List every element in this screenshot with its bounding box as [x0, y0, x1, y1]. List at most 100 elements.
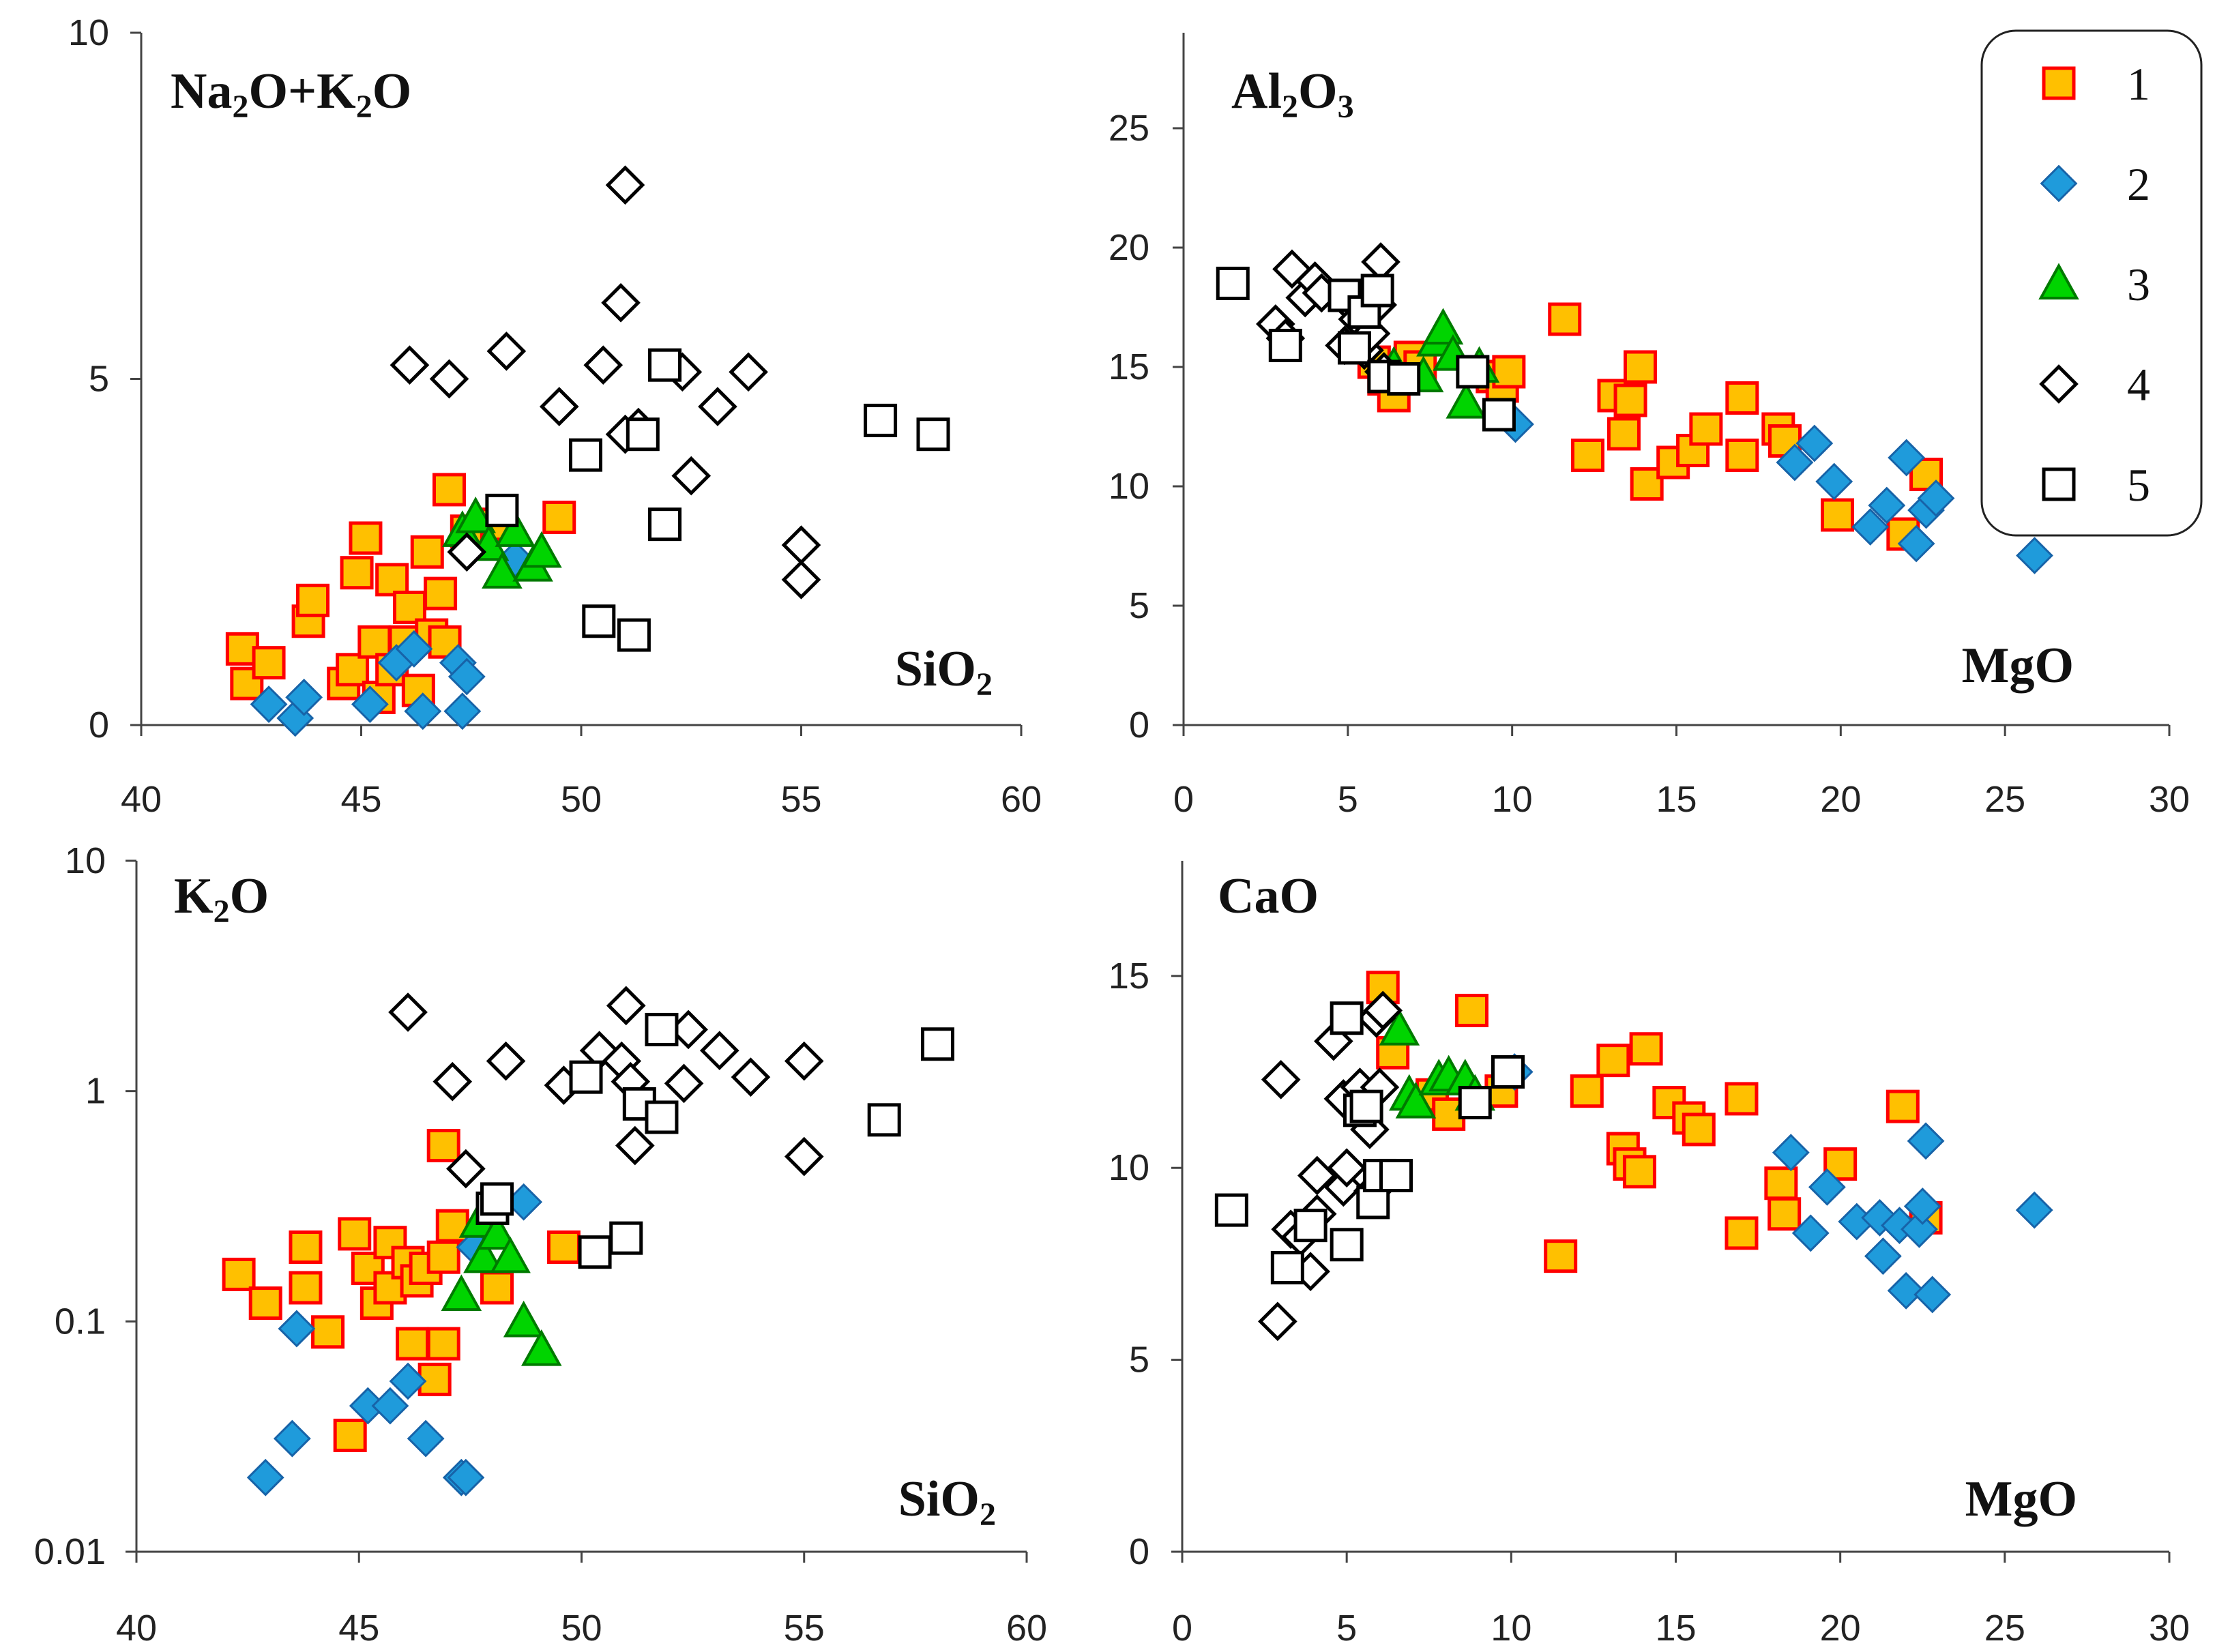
data-point-series-1: [252, 646, 286, 680]
data-point-series-1: [248, 1286, 282, 1321]
data-point-series-1: [1622, 1155, 1656, 1189]
y-tick-label: 5: [1129, 585, 1149, 626]
data-point-series-1: [432, 473, 466, 507]
legend-marker-4: [2039, 364, 2079, 404]
data-point-series-5: [864, 403, 898, 437]
data-point-series-1: [222, 1257, 256, 1291]
data-point-series-2: [1888, 439, 1926, 477]
x-tick-label: 45: [340, 779, 381, 820]
y-tick-label: 25: [1109, 108, 1149, 149]
data-point-series-5: [1491, 1055, 1525, 1089]
data-point-series-1: [296, 583, 330, 617]
data-point-series-2: [371, 1387, 409, 1425]
data-point-series-2: [447, 1458, 485, 1496]
x-tick-label: 0: [1173, 779, 1194, 820]
data-point-series-5: [921, 1027, 954, 1061]
data-point-series-2: [1861, 1198, 1898, 1237]
data-point-series-4: [698, 387, 737, 426]
data-point-series-5: [1293, 1209, 1327, 1243]
data-point-series-2: [246, 1458, 284, 1496]
data-point-series-1: [1821, 498, 1855, 532]
data-point-series-5: [1349, 1089, 1383, 1123]
data-point-series-2: [1901, 1210, 1938, 1248]
data-point-series-2: [407, 1419, 445, 1458]
x-tick-label: 45: [338, 1608, 379, 1649]
data-point-series-1: [1596, 1044, 1630, 1078]
data-point-series-5: [1214, 1193, 1248, 1227]
data-point-series-1: [1454, 993, 1488, 1027]
data-point-series-4: [390, 345, 430, 385]
y-tick-label: 0: [1129, 1531, 1149, 1572]
data-point-series-1: [357, 625, 392, 659]
data-point-series-4: [388, 992, 428, 1032]
y-tick-label: 10: [1109, 466, 1149, 507]
y-tick-label: 15: [1109, 346, 1149, 387]
data-point-series-5: [568, 438, 602, 472]
data-point-series-1: [1725, 439, 1759, 472]
y-tick-label: 1: [85, 1071, 106, 1112]
data-point-series-1: [1624, 350, 1658, 384]
data-point-series-1: [1682, 1112, 1716, 1147]
legend-marker-5: [2042, 467, 2076, 501]
data-point-series-1: [542, 501, 576, 534]
data-point-series-2: [1897, 525, 1935, 563]
data-point-series-1: [1676, 434, 1710, 467]
data-point-series-5: [1456, 355, 1490, 389]
data-point-series-2: [395, 630, 433, 668]
data-point-series-1: [1689, 412, 1723, 446]
x-axis-label: MgO: [1965, 1471, 2077, 1527]
data-point-series-4: [784, 1041, 824, 1081]
data-point-series-1: [410, 535, 444, 569]
data-point-series-2: [443, 692, 482, 731]
panel-title: CaO: [1218, 868, 1319, 924]
data-point-series-2: [1851, 508, 1890, 546]
data-point-series-1: [1767, 1197, 1802, 1231]
data-point-series-1: [340, 556, 374, 590]
data-point-series-1: [336, 653, 370, 687]
x-tick-label: 60: [1001, 779, 1042, 820]
data-point-series-3: [463, 1236, 504, 1273]
y-tick-label: 10: [1109, 1147, 1149, 1188]
x-axis-label: MgO: [1962, 638, 2074, 694]
data-point-series-4: [539, 387, 579, 426]
data-point-series-3: [490, 1236, 531, 1273]
y-tick-label: 5: [89, 359, 109, 400]
data-point-series-5: [617, 618, 651, 652]
data-point-series-1: [375, 563, 409, 597]
data-point-series-3: [1379, 1009, 1420, 1046]
data-point-series-4: [731, 1057, 771, 1097]
data-point-series-4: [486, 331, 527, 371]
data-point-series-2: [273, 1419, 311, 1458]
panel-title: K2O: [174, 868, 269, 930]
data-point-series-3: [441, 1274, 482, 1311]
data-point-series-1: [333, 1418, 367, 1452]
y-tick-label: 15: [1109, 956, 1149, 997]
data-point-series-1: [1548, 302, 1582, 336]
data-point-series-2: [448, 658, 486, 696]
y-tick-label: 0: [89, 705, 109, 746]
data-point-series-3: [1446, 381, 1487, 419]
legend-marker-3: [2038, 263, 2079, 300]
y-tick-label: 20: [1109, 227, 1149, 268]
data-point-series-4: [601, 283, 641, 323]
data-point-series-5: [485, 493, 519, 527]
panel-title: Al2O3: [1231, 63, 1354, 125]
data-point-series-5: [1458, 1086, 1492, 1120]
data-point-series-1: [289, 1271, 323, 1305]
chart-panel-p3: 40 45 50 55 60 0.01 0.1 1 10 K2O SiO2: [34, 840, 1047, 1649]
data-point-series-5: [578, 1235, 612, 1269]
data-point-series-4: [729, 352, 768, 392]
data-point-series-1: [426, 1240, 460, 1274]
data-point-series-5: [916, 417, 950, 452]
data-point-series-2: [1913, 1275, 1952, 1314]
data-point-series-2: [2016, 537, 2053, 574]
data-point-series-1: [1570, 439, 1604, 472]
panel-title: Na2O+K2O: [171, 63, 411, 125]
data-point-series-5: [645, 1012, 679, 1046]
data-point-series-1: [338, 1217, 372, 1251]
data-point-series-5: [626, 417, 660, 452]
data-point-series-5: [1330, 1228, 1364, 1262]
data-point-series-3: [482, 552, 523, 589]
data-point-series-2: [1776, 443, 1814, 482]
